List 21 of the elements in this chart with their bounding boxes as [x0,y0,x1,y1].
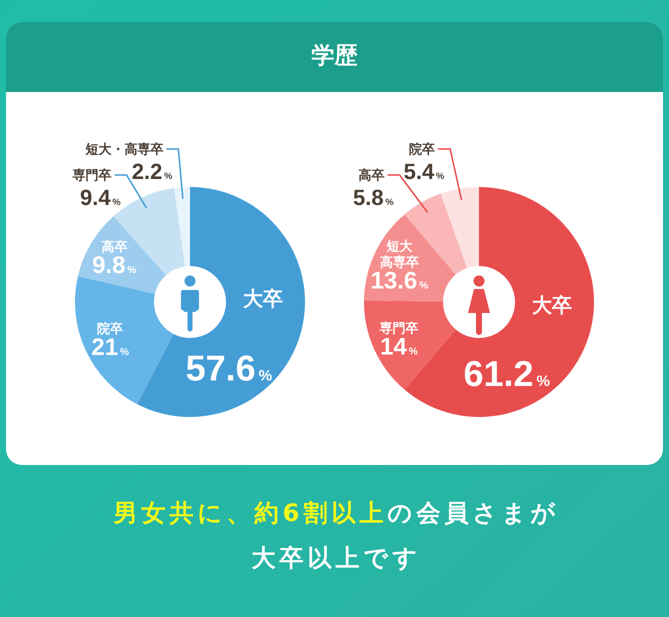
text: 男女共に、約6割以上 [112,499,388,527]
donut-slice [137,187,305,417]
data-label: 9.4% [80,185,121,210]
donut-slice [440,187,479,268]
slice-label: 専門卒 [72,168,112,184]
slice-label: 短大・高専卒 [84,142,164,158]
chart-title: 学歴 [312,43,358,69]
text: の会員さまが [387,499,560,527]
donut-slice [75,276,174,404]
text: 大卒以上です [252,544,422,572]
donut-slice [174,187,190,266]
slice-label: 院卒 [409,142,436,158]
legend-label: 大卒 [242,286,283,310]
slice-label: 高卒 [358,168,385,184]
data-label: 57.6% [186,347,273,388]
data-label: 5.8% [353,185,394,210]
donut-slice [364,300,456,390]
data-label: 2.2% [132,159,172,184]
legend-label: 大卒 [532,293,572,318]
data-label: 5.4% [404,159,444,184]
data-label: 61.2% [463,352,550,394]
